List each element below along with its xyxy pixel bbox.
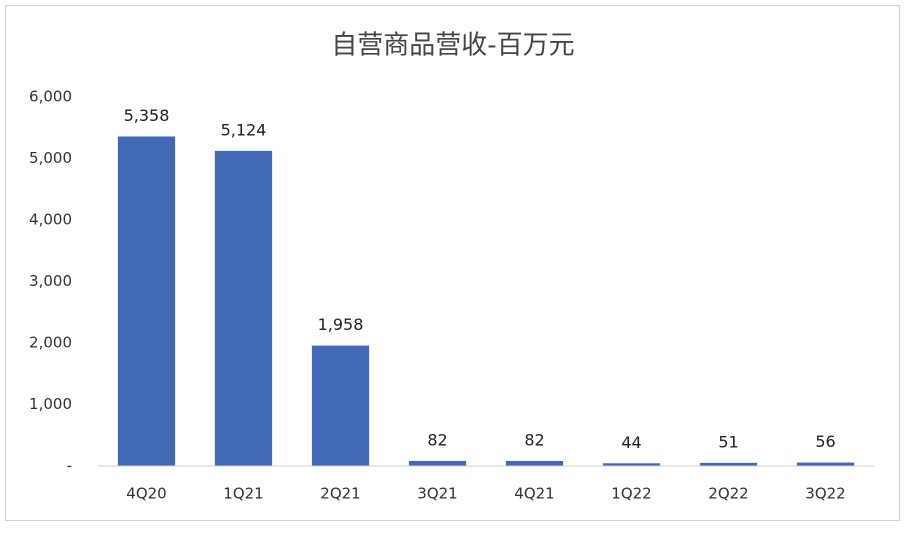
x-tick-label: 4Q20 [126,485,166,503]
y-tick-label: 2,000 [29,334,72,352]
value-label: 51 [718,432,738,451]
y-tick-label: - [67,457,72,475]
y-tick-label: 3,000 [29,272,72,290]
bar [505,460,564,466]
bar [796,462,855,466]
bar [699,462,758,466]
x-tick-label: 2Q22 [708,485,748,503]
x-tick-label: 1Q22 [611,485,651,503]
y-tick-label: 1,000 [29,395,72,413]
bar [117,136,176,466]
value-label: 1,958 [318,315,364,334]
value-label: 56 [815,432,835,451]
y-tick-label: 6,000 [29,88,72,106]
value-label: 5,124 [221,120,267,139]
chart-title: 自营商品营收-百万元 [331,31,574,61]
bar [602,463,661,466]
y-tick-label: 4,000 [29,211,72,229]
value-label: 5,358 [124,106,170,125]
x-tick-label: 2Q21 [320,485,360,503]
bar [214,150,273,466]
x-tick-label: 4Q21 [514,485,554,503]
value-label: 82 [427,430,447,449]
bar [408,460,467,466]
x-tick-label: 3Q22 [805,485,845,503]
bar [311,345,370,466]
x-tick-label: 1Q21 [223,485,263,503]
x-tick-label: 3Q21 [417,485,457,503]
value-label: 82 [524,430,544,449]
y-tick-label: 5,000 [29,149,72,167]
value-label: 44 [621,433,641,452]
